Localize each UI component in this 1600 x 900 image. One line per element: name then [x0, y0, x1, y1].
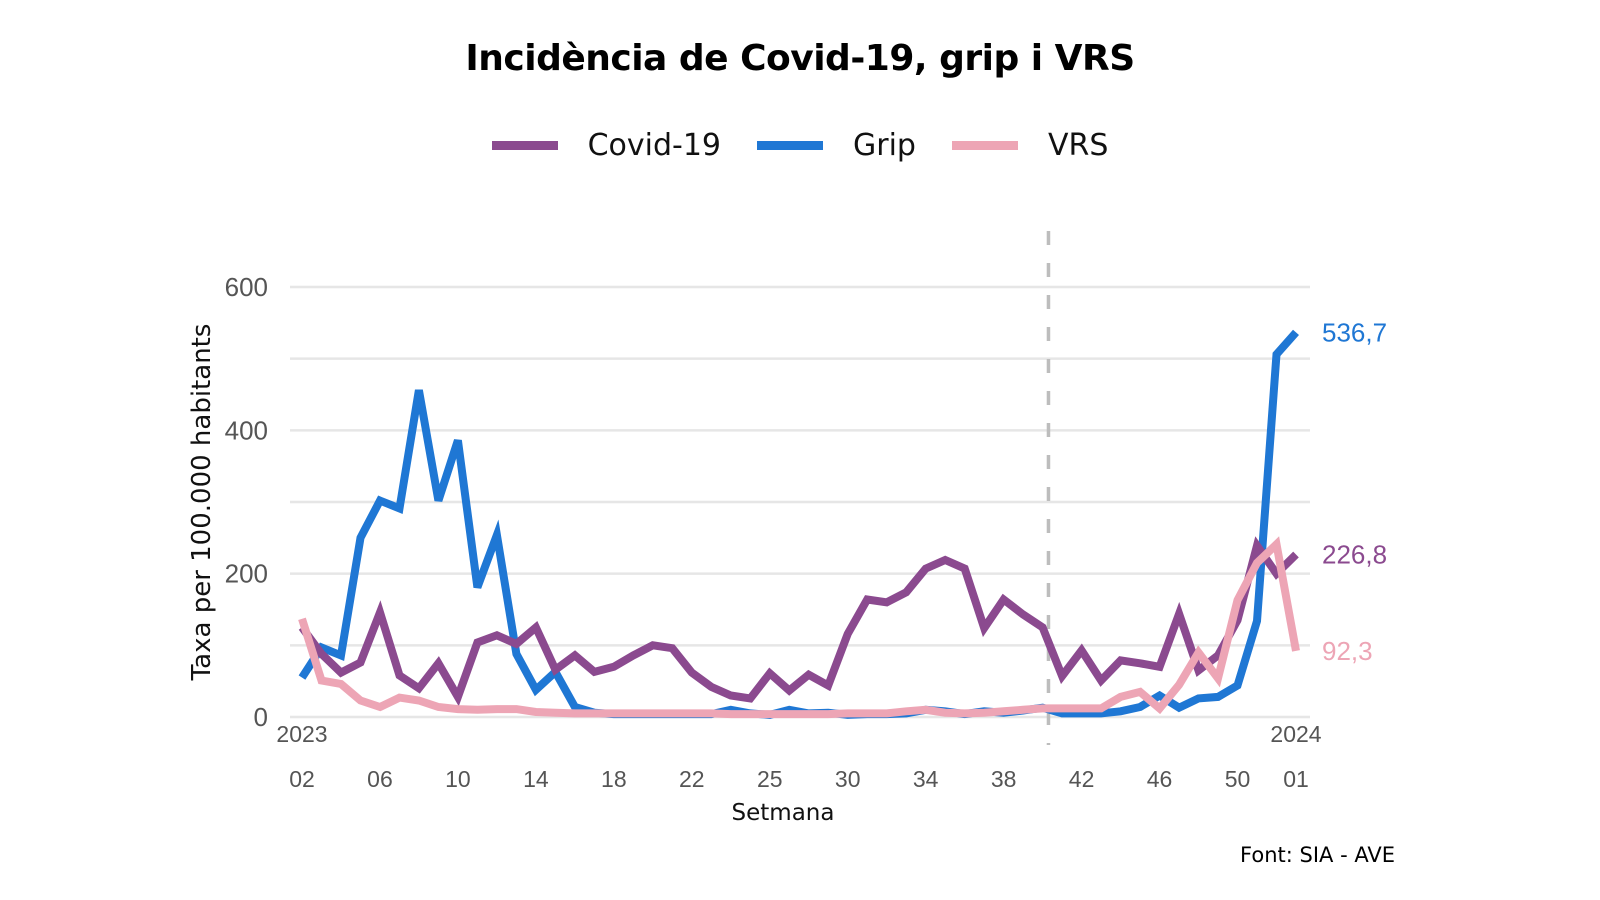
legend-item-covid: Covid-19 — [491, 128, 722, 163]
end-value-labels: 226,8 536,7 92,3 — [1322, 317, 1387, 665]
x-tick-label: 46 — [1147, 766, 1173, 792]
chart-title: Incidència de Covid-19, grip i VRS — [465, 38, 1135, 79]
x-tick-label: 14 — [523, 766, 549, 792]
x-tick-label: 06 — [367, 766, 393, 792]
x-tick-label: 22 — [679, 766, 705, 792]
legend-swatch-grip — [757, 141, 824, 150]
series-lines — [298, 329, 1300, 719]
legend-label-vrs: VRS — [1047, 128, 1109, 163]
legend-label-grip: Grip — [853, 128, 916, 163]
series-line-covid-19 — [298, 536, 1299, 707]
x-tick-label: 30 — [835, 766, 861, 792]
y-tick-label: 400 — [225, 415, 268, 445]
source-note: Font: SIA - AVE — [1240, 843, 1395, 867]
end-label-vrs: 92,3 — [1322, 636, 1373, 666]
y-tick-labels: 0 200 400 600 — [225, 272, 268, 732]
x-tick-label: 42 — [1069, 766, 1095, 792]
x-tick-label: 10 — [445, 766, 471, 792]
x-tick-label: 01 — [1283, 766, 1309, 792]
x-tick-labels: 02 06 10 14 18 22 25 30 34 38 42 46 50 01 — [289, 766, 1309, 792]
y-tick-label: 600 — [225, 272, 268, 302]
x-axis-label: Setmana — [732, 800, 835, 826]
legend-swatch-vrs — [951, 141, 1018, 150]
legend-label-covid: Covid-19 — [587, 128, 722, 163]
y-tick-label: 200 — [225, 559, 268, 589]
legend-swatch-covid — [491, 141, 558, 150]
x-tick-label: 25 — [757, 766, 783, 792]
x-tick-label: 02 — [289, 766, 315, 792]
legend-item-grip: Grip — [757, 128, 916, 163]
legend: Covid-19 Grip VRS — [0, 128, 1600, 163]
x-tick-label: 50 — [1225, 766, 1251, 792]
gridlines — [290, 285, 1310, 719]
series-line-vrs — [298, 536, 1300, 719]
series-line-grip — [298, 329, 1299, 719]
x-tick-label: 34 — [913, 766, 939, 792]
x-tick-label: 38 — [991, 766, 1017, 792]
y-axis-label: Taxa per 100.000 habitants — [187, 324, 217, 682]
end-label-covid-19: 226,8 — [1322, 539, 1387, 569]
end-label-grip: 536,7 — [1322, 317, 1387, 347]
year-end-label: 2024 — [1270, 721, 1321, 747]
x-tick-label: 18 — [601, 766, 627, 792]
y-tick-label: 0 — [254, 702, 268, 732]
legend-item-vrs: VRS — [951, 128, 1109, 163]
year-start-label: 2023 — [276, 721, 327, 747]
